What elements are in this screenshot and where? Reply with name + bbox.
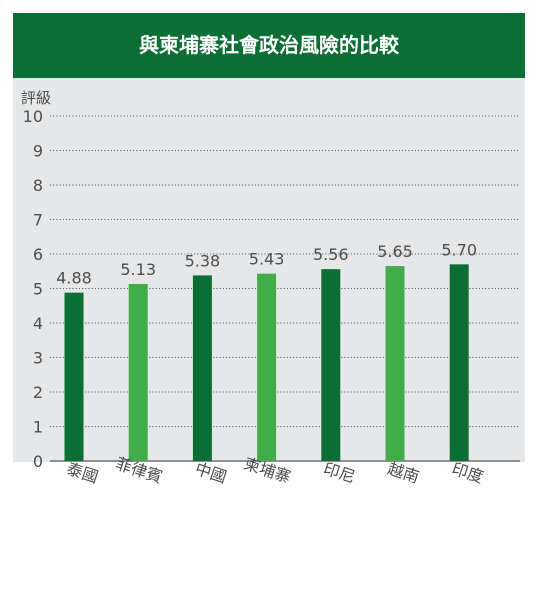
y-tick-label: 0 bbox=[33, 452, 43, 471]
bar bbox=[128, 284, 148, 461]
bar bbox=[257, 273, 277, 461]
y-axis-ticks: 0 1 2 3 4 5 6 7 8 9 10 bbox=[23, 107, 43, 471]
x-tick-label: 中國 bbox=[193, 459, 229, 487]
y-tick-label: 7 bbox=[33, 211, 43, 230]
y-tick-label: 1 bbox=[33, 418, 43, 437]
chart-title: 與柬埔寨社會政治風險的比較 bbox=[139, 33, 400, 57]
y-tick-label: 2 bbox=[33, 383, 43, 402]
bar bbox=[385, 266, 405, 461]
gridlines bbox=[50, 115, 520, 462]
y-tick-label: 6 bbox=[33, 245, 43, 264]
x-tick-label: 泰國 bbox=[64, 459, 100, 487]
y-tick-label: 10 bbox=[23, 107, 43, 126]
bars bbox=[64, 264, 469, 461]
y-tick-label: 5 bbox=[33, 280, 43, 299]
bar bbox=[64, 292, 84, 461]
x-tick-label: 印尼 bbox=[321, 459, 357, 487]
title-bar bbox=[13, 13, 525, 78]
value-label: 5.38 bbox=[185, 251, 221, 270]
bar bbox=[192, 275, 212, 461]
y-tick-label: 8 bbox=[33, 176, 43, 195]
y-tick-label: 4 bbox=[33, 314, 43, 333]
x-tick-label: 越南 bbox=[385, 459, 421, 487]
value-label: 4.88 bbox=[56, 269, 92, 288]
value-label: 5.56 bbox=[313, 245, 349, 264]
value-labels: 4.88 5.13 5.38 5.43 5.56 5.65 5.70 bbox=[56, 240, 477, 287]
x-tick-label: 印度 bbox=[450, 459, 486, 487]
y-axis-label: 評級 bbox=[21, 89, 51, 107]
value-label: 5.13 bbox=[120, 260, 156, 279]
y-tick-label: 9 bbox=[33, 142, 43, 161]
y-tick-label: 3 bbox=[33, 349, 43, 368]
value-label: 5.70 bbox=[441, 240, 477, 259]
bar bbox=[449, 264, 469, 461]
bar bbox=[321, 269, 341, 461]
value-label: 5.43 bbox=[249, 250, 285, 269]
x-axis-ticks: 泰國 菲律賓 中國 柬埔寨 印尼 越南 印度 bbox=[64, 454, 486, 487]
value-label: 5.65 bbox=[377, 242, 413, 261]
